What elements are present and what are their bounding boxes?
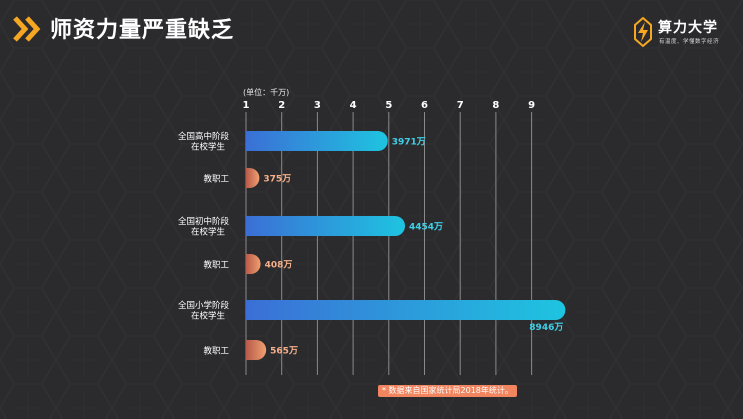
- category-label-line: 教职工: [203, 346, 229, 357]
- teacher-bar: [246, 168, 260, 188]
- student-bar: [246, 131, 388, 151]
- category-label: 全国小学阶段在校学生: [178, 300, 230, 322]
- category-label-line: 全国高中阶段: [178, 131, 230, 142]
- source-footnote: * 数据来自国家统计局2018年统计。: [378, 385, 517, 397]
- category-label-line: 在校学生: [191, 227, 226, 238]
- logo-slogan: 有温度、学懂数字经济: [659, 39, 720, 45]
- student-bar: [246, 300, 566, 320]
- value-label: 8946万: [529, 322, 563, 333]
- logo-name: 算力大学: [658, 20, 718, 36]
- value-label: 3971万: [392, 137, 426, 148]
- x-tick-label: 3: [314, 100, 321, 111]
- x-tick-label: 7: [457, 100, 464, 111]
- value-label: 565万: [270, 346, 298, 357]
- teacher-bar: [246, 340, 267, 360]
- category-label-line: 在校学生: [191, 311, 226, 322]
- x-tick-label: 6: [421, 100, 428, 111]
- x-tick-label: 8: [492, 100, 499, 111]
- value-label: 4454万: [409, 222, 443, 233]
- category-label: 全国初中阶段在校学生: [178, 216, 230, 238]
- x-tick-label: 9: [528, 100, 535, 111]
- x-tick-label: 5: [385, 100, 392, 111]
- category-label: 教职工: [203, 260, 229, 271]
- unit-label: (单位：千万): [243, 88, 290, 97]
- category-label-line: 在校学生: [191, 142, 226, 153]
- double-chevron-right-icon: [13, 16, 41, 42]
- page-title: 师资力量严重缺乏: [50, 18, 235, 43]
- x-tick-label: 4: [350, 100, 357, 111]
- student-bar: [246, 216, 406, 236]
- lightning-bolt-icon: [634, 17, 652, 47]
- category-label-line: 教职工: [203, 174, 229, 185]
- brand-logo: 算力大学 有温度、学懂数字经济: [632, 17, 732, 49]
- value-label: 408万: [265, 260, 293, 271]
- category-label-line: 全国初中阶段: [178, 216, 230, 227]
- value-label: 375万: [263, 174, 291, 185]
- category-label-line: 全国小学阶段: [178, 300, 230, 311]
- category-label: 教职工: [203, 174, 229, 185]
- category-label: 教职工: [203, 346, 229, 357]
- teacher-bar: [246, 254, 261, 274]
- x-tick-label: 1: [243, 100, 250, 111]
- category-label-line: 教职工: [203, 260, 229, 271]
- x-tick-label: 2: [278, 100, 285, 111]
- category-label: 全国高中阶段在校学生: [178, 131, 230, 153]
